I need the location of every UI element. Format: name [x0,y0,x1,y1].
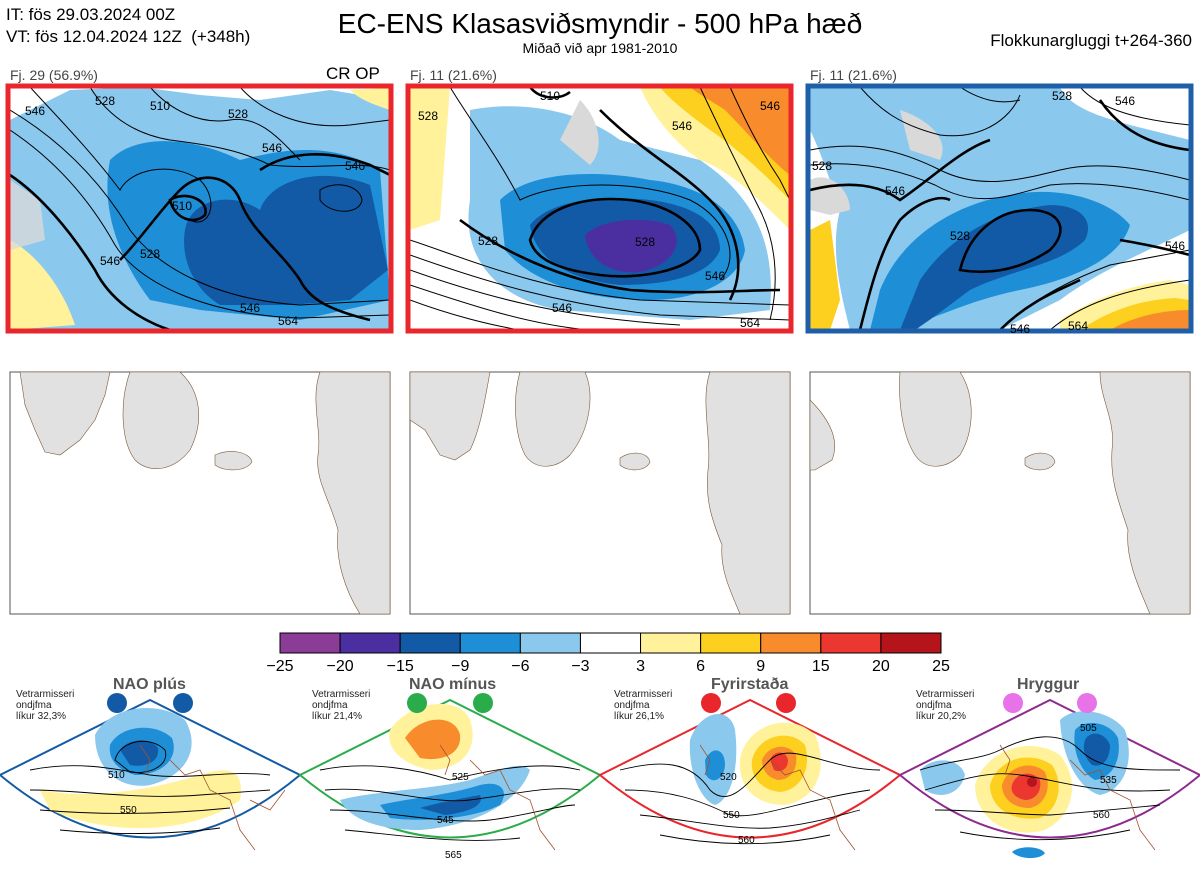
colorbar-bin [640,632,702,654]
colorbar-tick-label: −25 [266,658,293,675]
svg-text:528: 528 [478,234,498,248]
panel-3-map [810,87,1190,330]
regime-nao-plus: 510 550 [0,693,302,851]
svg-text:528: 528 [812,159,832,173]
svg-text:550: 550 [723,810,740,821]
panel-1-map [10,87,390,330]
panel-2-map [410,87,790,330]
colorbar-tick-label: 25 [932,658,950,675]
colorbar-tick-label: 9 [756,658,765,675]
valid-time: VT: fös 12.04.2024 12Z (+348h) [6,27,251,46]
svg-text:546: 546 [705,269,725,283]
colorbar-bin [880,632,942,654]
svg-text:545: 545 [437,815,454,826]
colorbar-tick-label: 20 [872,658,890,675]
svg-text:565: 565 [445,850,462,861]
colorbar-bin [519,632,581,654]
svg-text:535: 535 [1100,775,1117,786]
colorbar [279,632,942,654]
svg-text:546: 546 [345,159,365,173]
regime-4-note: Vetrarmisseri ondjfma líkur 20,2% [916,689,975,722]
empty-map-panel-3 [809,371,1191,615]
regime-4-name: Hryggur [1017,676,1080,693]
regime-nao-minus: 525 545 565 [298,693,602,861]
page-title: EC-ENS Klasasviðsmyndir - 500 hPa hæð [337,8,863,39]
colorbar-bin [399,632,461,654]
regime-3-name: Fyrirstaða [711,676,789,693]
svg-text:564: 564 [740,316,760,330]
svg-text:546: 546 [885,184,905,198]
panel-1-tag: CR OP [326,64,380,83]
classification-window: Flokkunargluggi t+264-360 [990,31,1192,50]
svg-text:560: 560 [738,835,755,846]
svg-text:546: 546 [760,99,780,113]
colorbar-bin [700,632,762,654]
svg-text:528: 528 [228,107,248,121]
colorbar-bin [279,632,341,654]
colorbar-tick-label: 15 [812,658,830,675]
colorbar-tick-label: −9 [451,658,469,675]
svg-text:510: 510 [172,199,192,213]
svg-text:546: 546 [552,301,572,315]
svg-text:528: 528 [635,235,655,249]
svg-text:525: 525 [452,772,469,783]
svg-text:546: 546 [240,301,260,315]
svg-text:564: 564 [1068,319,1088,333]
svg-text:546: 546 [25,104,45,118]
regime-1-name: NAO plús [113,676,186,693]
svg-text:528: 528 [1052,89,1072,103]
panel-1-label: Fj. 29 (56.9%) [10,67,98,83]
svg-text:510: 510 [540,89,560,103]
colorbar-tick-label: 6 [696,658,705,675]
panel-2-label: Fj. 11 (21.6%) [410,67,497,83]
colorbar-tick-label: −3 [571,658,589,675]
svg-text:528: 528 [95,94,115,108]
panel-3-label: Fj. 11 (21.6%) [810,67,897,83]
colorbar-tick-label: −20 [327,658,354,675]
svg-text:546: 546 [1115,94,1135,108]
svg-text:528: 528 [140,247,160,261]
panel-2-frame [405,83,794,334]
init-time: IT: fös 29.03.2024 00Z [6,5,176,24]
empty-map-panel-2 [409,371,791,615]
svg-text:510: 510 [108,770,125,781]
panel-2-contour-labels: 528 510 546 528 546 546 528 546 564 [418,89,780,330]
regime-ridge: 505 535 560 [898,693,1200,859]
regime-2-note: Vetrarmisseri ondjfma líkur 21,4% [312,689,371,722]
svg-text:550: 550 [120,805,137,816]
panel-1-contour-labels: 546 528 510 528 546 546 528 510 546 546 … [25,94,365,328]
svg-text:546: 546 [262,141,282,155]
colorbar-tick-label: −6 [511,658,529,675]
colorbar-bin [579,632,642,654]
svg-text:520: 520 [720,772,737,783]
regime-blocking: 520 550 560 [598,693,902,851]
svg-text:528: 528 [418,109,438,123]
regime-2-name: NAO mínus [409,676,497,693]
svg-text:564: 564 [278,314,298,328]
panel-3-contour-labels: 528 528 546 546 528 546 546 564 [812,89,1185,336]
page-subtitle: Miðað við apr 1981-2010 [522,40,678,56]
panel-3-frame [805,83,1194,334]
colorbar-tick-label: 3 [636,658,645,675]
svg-text:546: 546 [672,119,692,133]
svg-text:560: 560 [1093,810,1110,821]
regime-1-note: Vetrarmisseri ondjfma líkur 32,3% [16,689,75,722]
panel-1-frame [5,83,394,334]
colorbar-bin [459,632,521,654]
svg-text:505: 505 [1080,723,1097,734]
svg-text:546: 546 [100,254,120,268]
colorbar-bin [339,632,401,654]
svg-text:546: 546 [1165,239,1185,253]
header-times: IT: fös 29.03.2024 00Z VT: fös 12.04.2024… [6,4,250,48]
colorbar-bin [760,632,822,654]
colorbar-bin [820,632,882,654]
regime-3-note: Vetrarmisseri ondjfma líkur 26,1% [614,689,673,722]
svg-text:528: 528 [950,229,970,243]
svg-text:510: 510 [150,99,170,113]
colorbar-ticks: −25 −20 −15 −9 −6 −3 3 6 9 15 20 25 [266,658,950,675]
empty-map-panel-1 [9,371,391,615]
colorbar-tick-label: −15 [387,658,414,675]
svg-text:546: 546 [1010,322,1030,336]
